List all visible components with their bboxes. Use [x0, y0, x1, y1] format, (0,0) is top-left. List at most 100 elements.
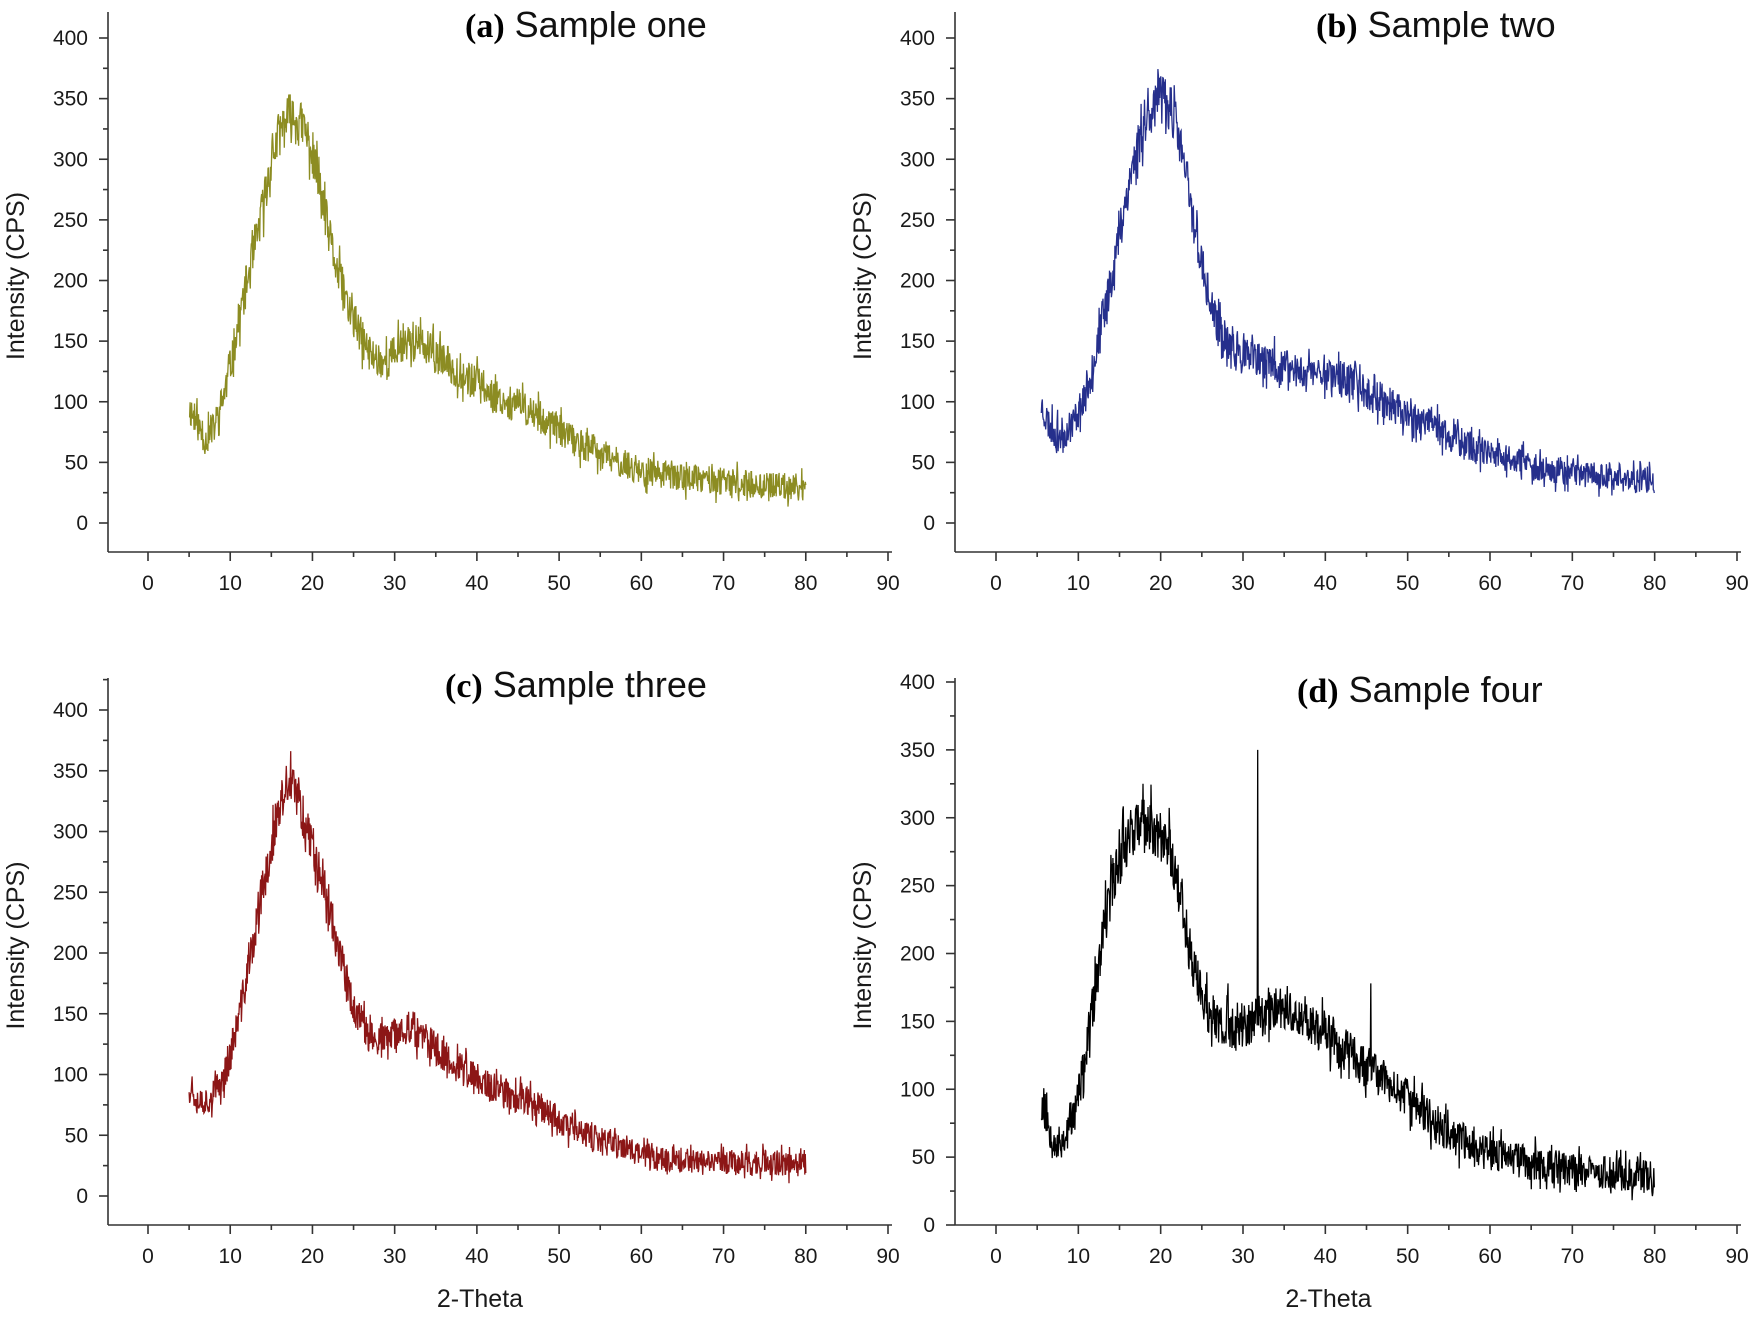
y-tick-label: 100	[900, 1078, 935, 1101]
x-tick-label: 10	[219, 572, 242, 595]
y-tick-label: 150	[900, 1010, 935, 1033]
x-tick-label: 60	[630, 572, 653, 595]
x-tick-label: 50	[547, 1245, 570, 1268]
series-line-d	[1040, 749, 1655, 1201]
y-tick-label: 0	[76, 512, 88, 535]
y-axis-label: Intensity (CPS)	[2, 861, 30, 1029]
x-tick-label: 90	[1725, 1245, 1748, 1268]
y-tick-label: 200	[53, 270, 88, 293]
chart-panel-b: 0 50 100 150 200 250 300 350 400 0 10 20 30 40 50 60 70 8…	[849, 4, 1749, 595]
y-axis-label: Intensity (CPS)	[849, 192, 877, 360]
y-tick-label: 0	[923, 1214, 935, 1237]
x-axis-label: 2-Theta	[437, 1285, 523, 1313]
y-tick-label: 350	[53, 760, 88, 783]
x-tick-label: 10	[219, 1245, 242, 1268]
series-line-a	[188, 94, 807, 507]
panel-title-tag: (b)	[1316, 8, 1358, 45]
x-tick-label: 20	[301, 572, 324, 595]
y-tick-label: 400	[53, 699, 88, 722]
x-tick-label: 40	[1314, 572, 1337, 595]
y-tick-label: 400	[900, 671, 935, 694]
x-tick-label: 60	[1478, 1245, 1501, 1268]
panel-title-tag: (c)	[445, 668, 483, 705]
x-tick-label: 0	[990, 1245, 1002, 1268]
y-tick-label: 250	[53, 881, 88, 904]
y-tick-label: 300	[53, 148, 88, 171]
x-tick-label: 30	[383, 1245, 406, 1268]
panel-title-tag: (a)	[465, 8, 505, 45]
x-axis-label: 2-Theta	[1285, 1285, 1371, 1313]
x-tick-label: 0	[990, 572, 1002, 595]
x-tick-label: 30	[1231, 572, 1254, 595]
x-tick-label: 70	[1561, 572, 1584, 595]
y-tick-label: 200	[900, 943, 935, 966]
panel-title-text: Sample three	[493, 664, 707, 705]
x-tick-label: 80	[1643, 572, 1666, 595]
y-tick-label: 50	[65, 1124, 88, 1147]
x-tick-label: 30	[1231, 1245, 1254, 1268]
series-line-c	[188, 751, 807, 1184]
x-tick-label: 80	[794, 572, 817, 595]
y-tick-label: 250	[900, 875, 935, 898]
y-tick-label: 150	[53, 330, 88, 353]
x-tick-label: 60	[630, 1245, 653, 1268]
y-tick-label: 250	[53, 209, 88, 232]
x-tick-label: 20	[1149, 572, 1172, 595]
y-tick-label: 300	[900, 148, 935, 171]
x-tick-label: 10	[1067, 572, 1090, 595]
x-tick-label: 0	[142, 1245, 154, 1268]
x-tick-label: 20	[1149, 1245, 1172, 1268]
y-tick-label: 250	[900, 209, 935, 232]
y-tick-label: 150	[53, 1003, 88, 1026]
x-tick-label: 70	[712, 572, 735, 595]
x-tick-label: 40	[465, 1245, 488, 1268]
y-tick-label: 300	[900, 807, 935, 830]
y-axis-label: Intensity (CPS)	[2, 192, 30, 360]
y-axis-label: Intensity (CPS)	[849, 861, 877, 1029]
x-tick-label: 70	[1561, 1245, 1584, 1268]
x-tick-label: 30	[383, 572, 406, 595]
y-tick-label: 100	[53, 391, 88, 414]
x-tick-label: 50	[1396, 572, 1419, 595]
panel-title: (b) Sample two	[1316, 4, 1556, 45]
y-tick-label: 0	[76, 1185, 88, 1208]
panel-title-text: Sample four	[1349, 669, 1543, 710]
x-tick-label: 80	[1643, 1245, 1666, 1268]
y-tick-label: 50	[912, 451, 935, 474]
y-tick-label: 400	[53, 27, 88, 50]
x-tick-label: 90	[876, 1245, 899, 1268]
x-tick-label: 40	[465, 572, 488, 595]
y-tick-label: 350	[900, 739, 935, 762]
x-tick-label: 50	[547, 572, 570, 595]
x-tick-label: 90	[876, 572, 899, 595]
x-tick-label: 70	[712, 1245, 735, 1268]
y-tick-label: 50	[912, 1146, 935, 1169]
series-line-b	[1040, 69, 1655, 497]
panel-title: (c) Sample three	[445, 664, 707, 705]
y-tick-label: 350	[900, 88, 935, 111]
panel-title: (d) Sample four	[1297, 669, 1543, 710]
y-tick-label: 350	[53, 88, 88, 111]
x-tick-label: 0	[142, 572, 154, 595]
x-tick-label: 10	[1067, 1245, 1090, 1268]
x-tick-label: 50	[1396, 1245, 1419, 1268]
x-tick-label: 90	[1725, 572, 1748, 595]
chart-panel-d: 0 50 100 150 200 250 300 350 400 0 10 20 30 40 50 60 70 8…	[849, 669, 1749, 1313]
panel-title-text: Sample one	[515, 4, 707, 45]
y-tick-label: 200	[900, 270, 935, 293]
y-tick-label: 150	[900, 330, 935, 353]
chart-panel-a: 0 50 100 150 200 250 300 350 400 0 10 20 30 40 50 60 70 8…	[2, 4, 900, 595]
chart-panel-c: 0 50 100 150 200 250 300 350 400 0 10 20 30 40 50 60 70 8…	[2, 664, 900, 1313]
y-tick-label: 400	[900, 27, 935, 50]
panel-title-tag: (d)	[1297, 673, 1339, 710]
y-tick-label: 100	[53, 1064, 88, 1087]
y-tick-label: 50	[65, 451, 88, 474]
panel-title-text: Sample two	[1368, 4, 1556, 45]
x-tick-label: 40	[1314, 1245, 1337, 1268]
x-tick-label: 80	[794, 1245, 817, 1268]
y-tick-label: 0	[923, 512, 935, 535]
y-tick-label: 200	[53, 942, 88, 965]
x-tick-label: 20	[301, 1245, 324, 1268]
x-tick-label: 60	[1478, 572, 1501, 595]
y-tick-label: 100	[900, 391, 935, 414]
